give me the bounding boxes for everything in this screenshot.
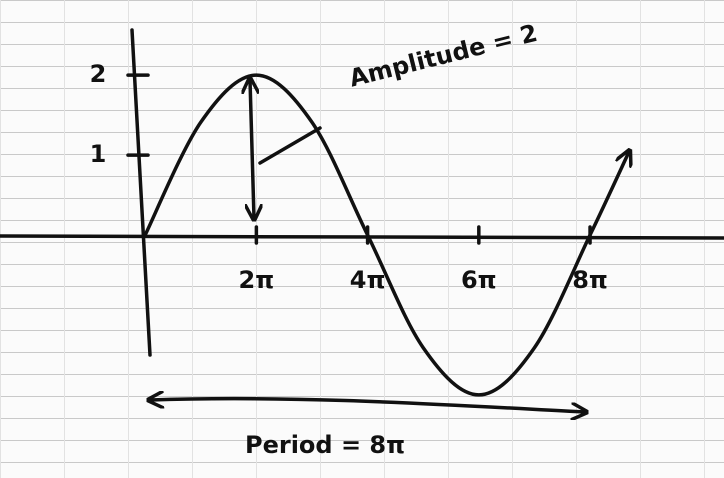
page: Amplitude = 2 Period = 8π 2π4π6π8π12 (()… (0, 0, 724, 478)
x-axis (0, 236, 724, 238)
y-tick-label: 1 (90, 140, 107, 168)
period-label: Period = 8π (245, 431, 405, 459)
x-tick-label: 6π (461, 266, 497, 294)
y-tick-label: 2 (90, 60, 107, 88)
chart: Amplitude = 2 Period = 8π 2π4π6π8π12 (0, 0, 724, 478)
x-tick-label: 8π (572, 266, 608, 294)
x-tick-label: 4π (350, 266, 386, 294)
x-tick-label: 2π (239, 266, 275, 294)
